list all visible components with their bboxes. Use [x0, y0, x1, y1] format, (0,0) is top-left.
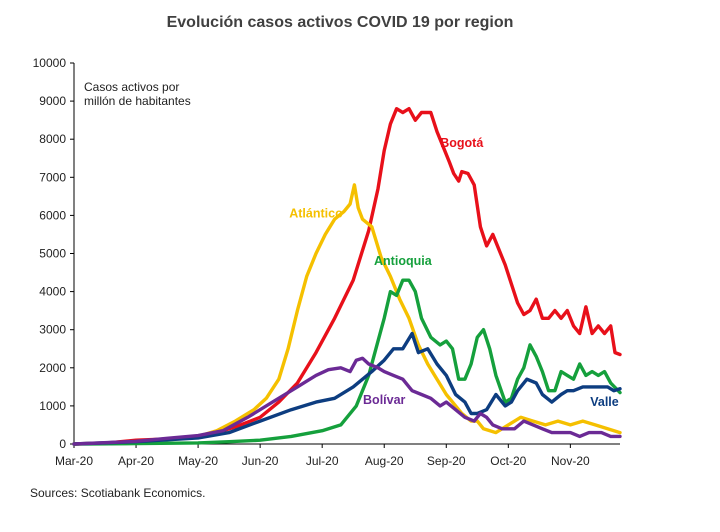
- y-tick-label: 4000: [39, 285, 66, 299]
- y-tick-label: 0: [59, 437, 66, 451]
- chart-title: Evolución casos activos COVID 19 por reg…: [167, 14, 514, 31]
- series-label-bolivar: Bolívar: [363, 393, 406, 407]
- y-tick-label: 10000: [33, 56, 67, 70]
- series-line-bolivar: [72, 356, 622, 446]
- y-tick-label: 9000: [39, 94, 66, 108]
- x-tick-label: Nov-20: [551, 454, 590, 468]
- series-labels: Bogotá Atlántico Antioquia Valle Bolívar: [289, 136, 619, 409]
- y-tick-label: 5000: [39, 247, 66, 261]
- y-tick-label: 6000: [39, 208, 66, 222]
- y-tick-label: 7000: [39, 170, 66, 184]
- series-line-bogota: [72, 107, 622, 446]
- series-line-valle: [72, 331, 622, 446]
- y-tick-label: 8000: [39, 132, 66, 146]
- source-note: Sources: Scotiabank Economics.: [30, 486, 205, 500]
- x-tick-label: Sep-20: [427, 454, 466, 468]
- x-tick-label: Oct-20: [490, 454, 526, 468]
- y-tick-label: 3000: [39, 323, 66, 337]
- series-label-bogota: Bogotá: [440, 136, 483, 150]
- x-tick-label: Mar-20: [55, 454, 93, 468]
- x-tick-label: Jul-20: [306, 454, 339, 468]
- series-layer: [72, 107, 622, 446]
- series-line-atlantico: [72, 183, 622, 446]
- x-tick-label: Jun-20: [242, 454, 279, 468]
- y-axis-label-line-1: Casos activos por: [84, 80, 179, 94]
- y-tick-label: 1000: [39, 399, 66, 413]
- y-axis: 0 1000 2000 3000 4000 5000 6000 7000 8000 9000 100…: [33, 56, 75, 451]
- x-tick-label: Aug-20: [365, 454, 404, 468]
- series-label-atlantico: Atlántico: [289, 206, 343, 220]
- x-tick-label: Apr-20: [118, 454, 154, 468]
- series-line-antioquia: [72, 278, 622, 446]
- x-tick-label: May-20: [178, 454, 218, 468]
- x-axis: Mar-20 Apr-20 May-20 Jun-20 Jul-20 Aug-20 Sep-…: [55, 443, 620, 468]
- y-tick-label: 2000: [39, 361, 66, 375]
- series-label-antioquia: Antioquia: [374, 254, 433, 268]
- series-label-valle: Valle: [590, 395, 619, 409]
- y-axis-label-line-2: millón de habitantes: [84, 94, 191, 108]
